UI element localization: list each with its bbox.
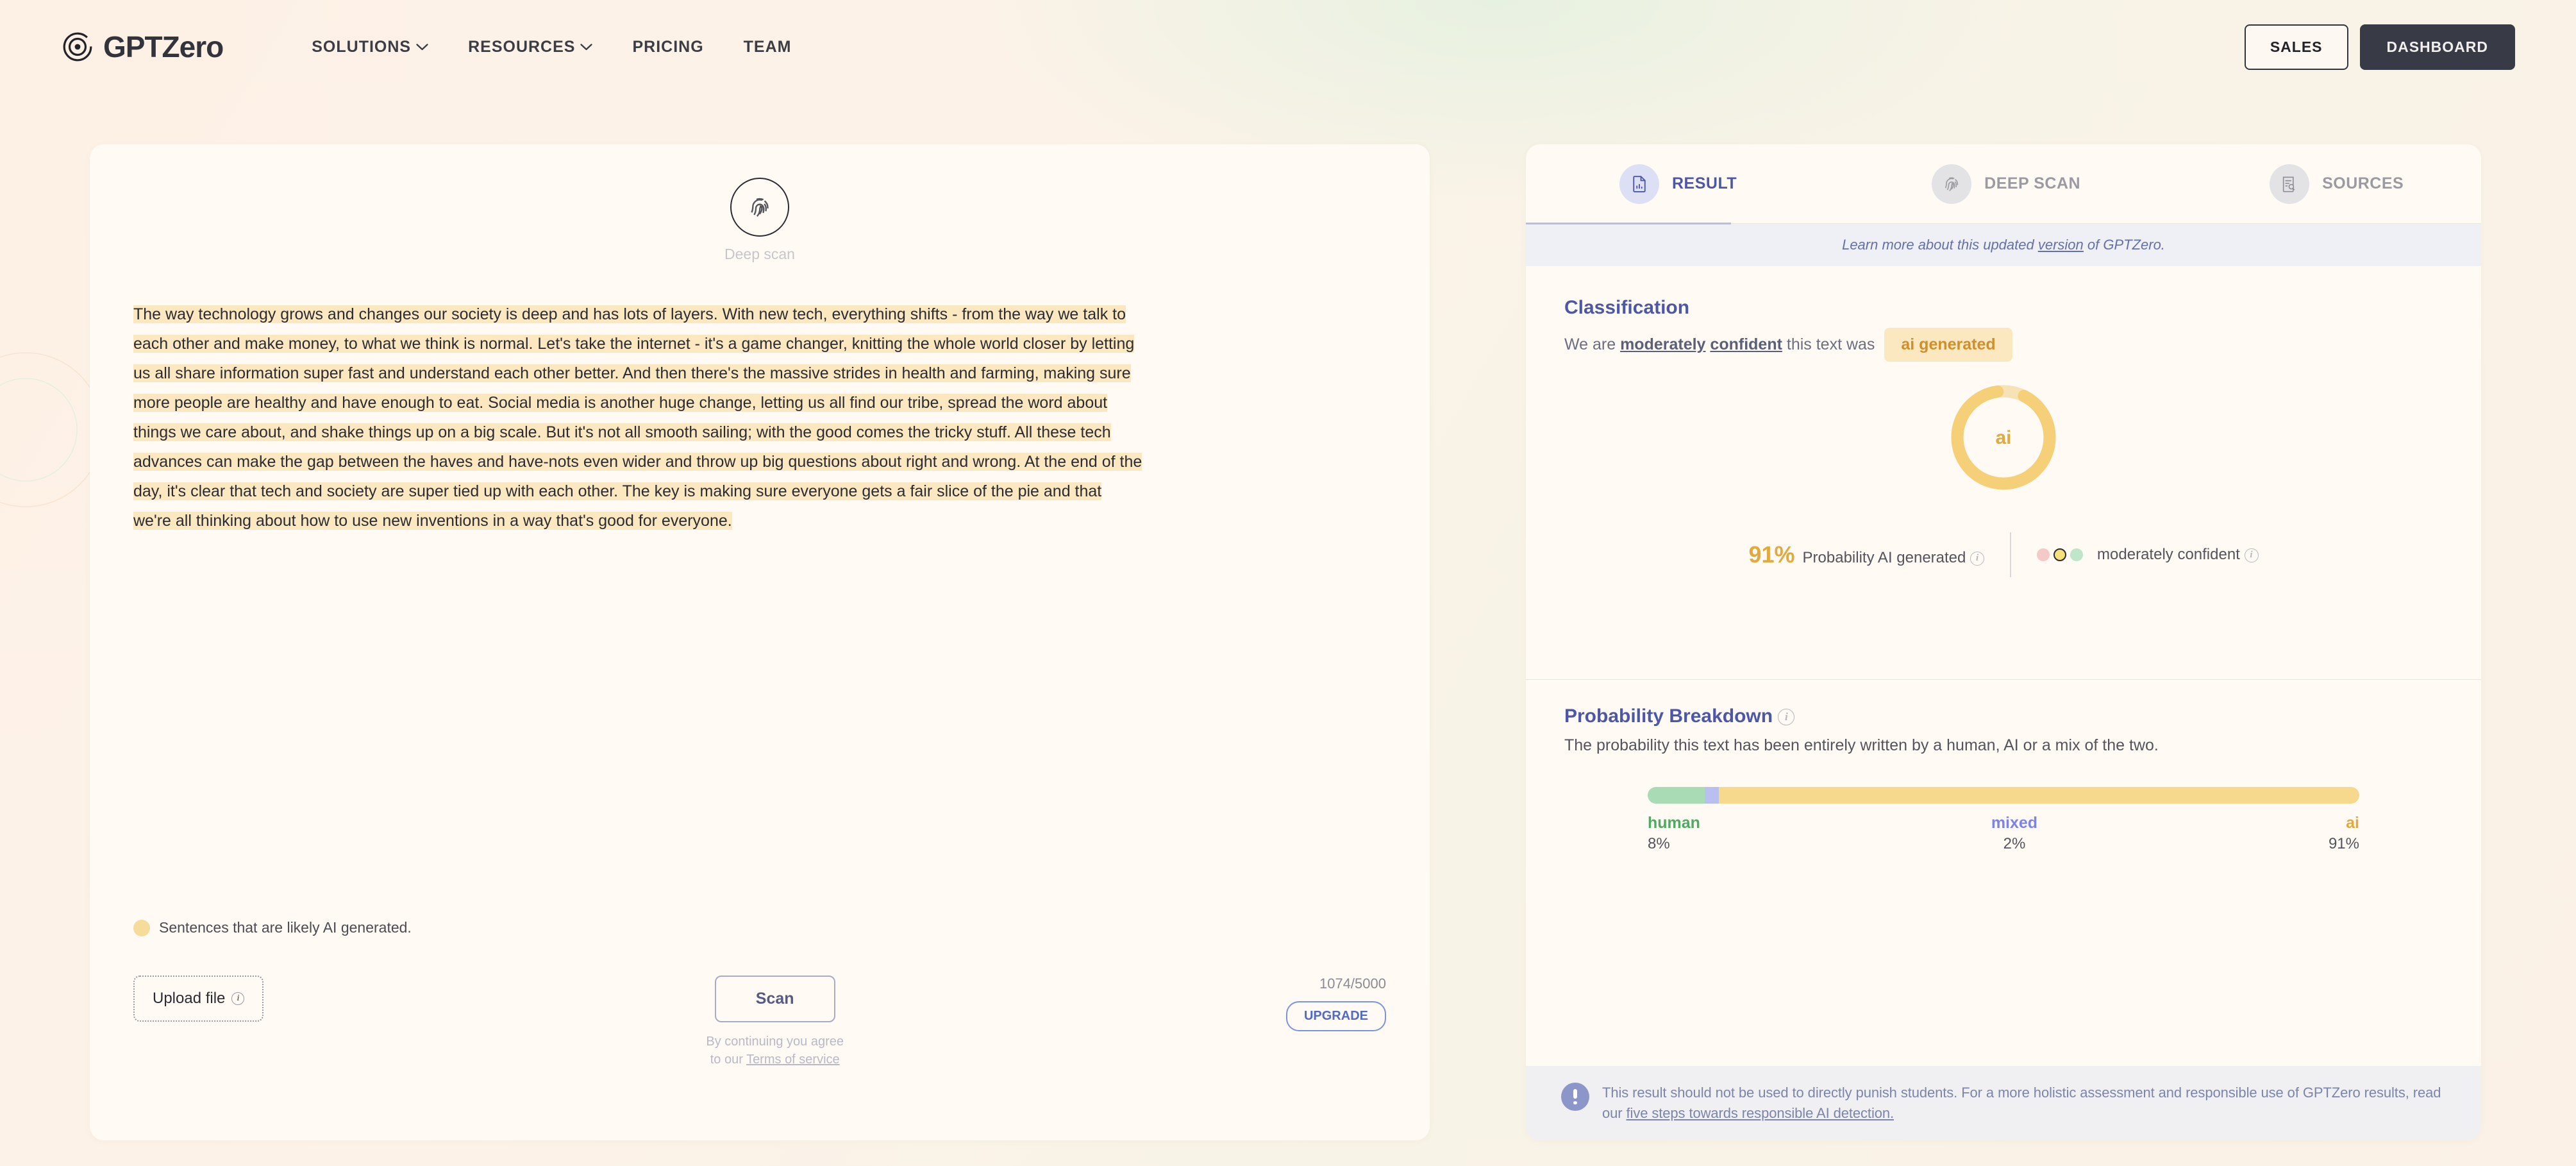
svg-text:ai: ai	[1995, 427, 2011, 448]
